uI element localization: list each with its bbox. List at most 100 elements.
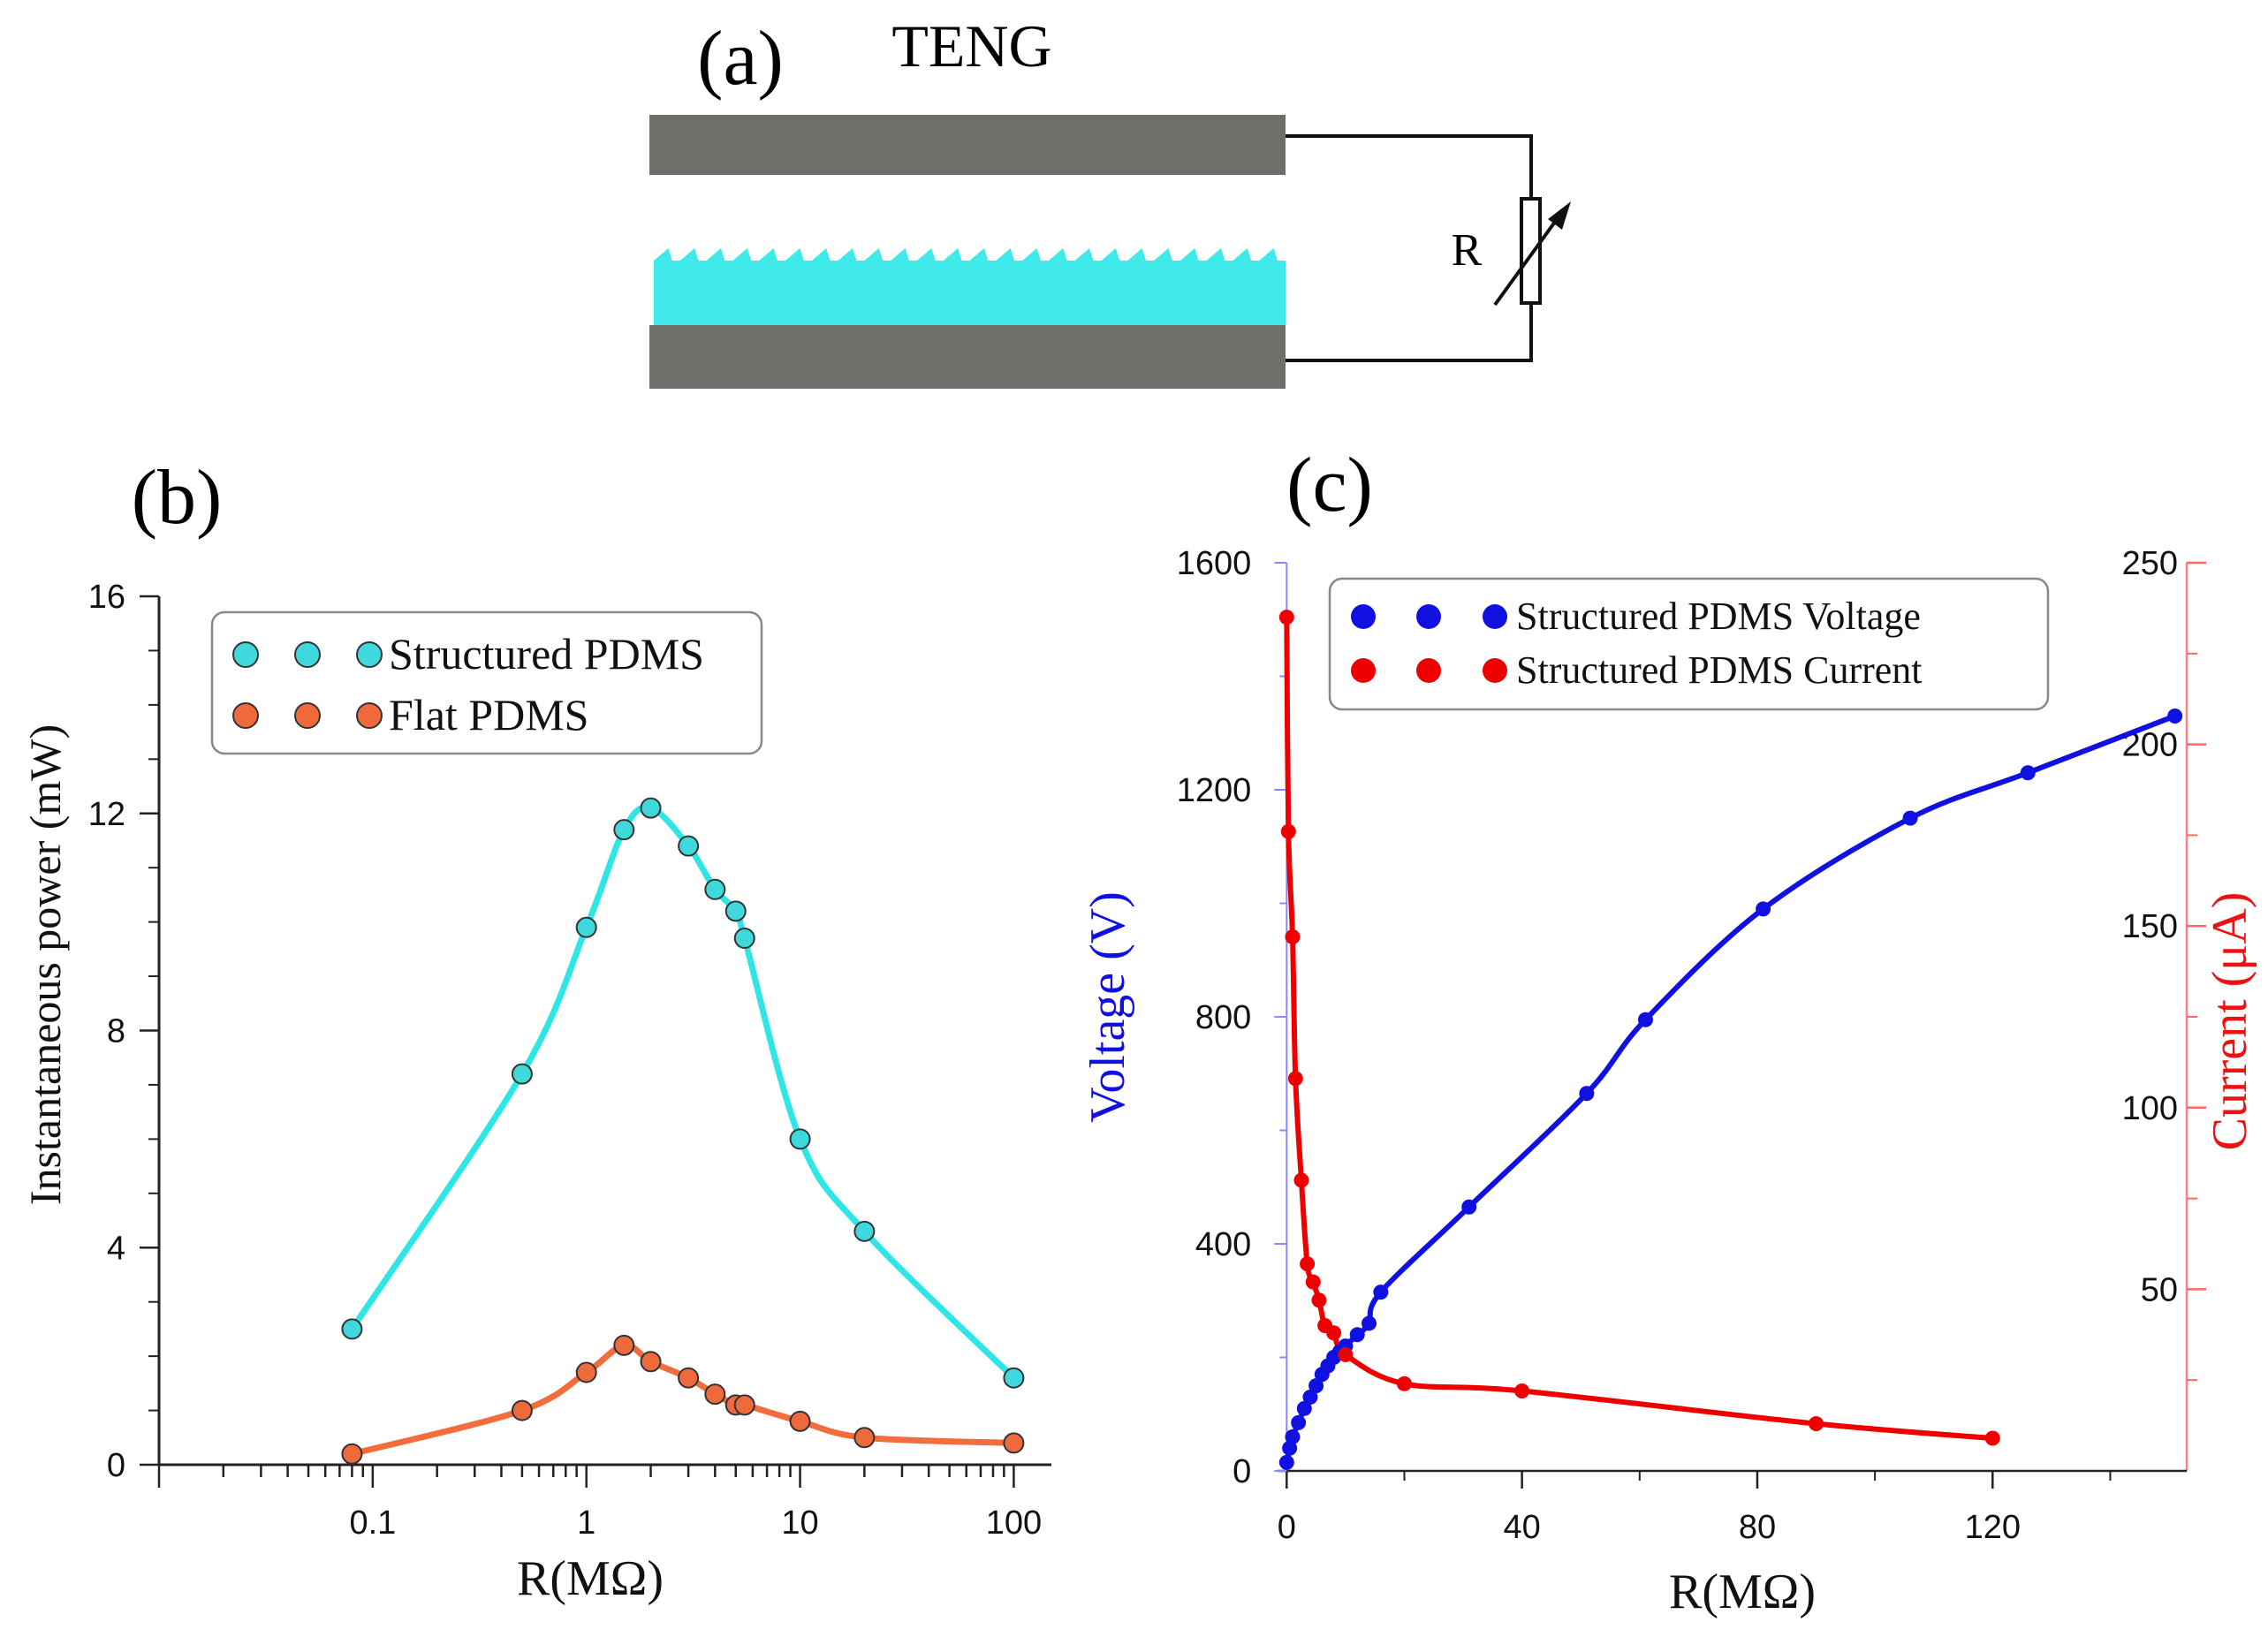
b-x-axis-label: R(MΩ) (517, 1551, 664, 1606)
c-x-tick-label: 0 (1278, 1509, 1296, 1546)
c-legend-current: Structured PDMS Current (1516, 648, 1923, 692)
c-legend-voltage: Structured PDMS Voltage (1516, 595, 1921, 638)
b-data-point (733, 928, 755, 950)
c-series-points (1278, 610, 2183, 1470)
panel-c-label: (c) (1286, 443, 1373, 528)
c-legend: Structured PDMS Voltage Structured PDMS … (1328, 577, 2050, 711)
bottom-wire (1286, 303, 1533, 362)
b-data-point (853, 1427, 876, 1449)
b-x-tick-label: 10 (781, 1504, 818, 1542)
c-right-tick-label: 100 (2122, 1090, 2178, 1127)
top-electrode (649, 115, 1286, 175)
b-data-point (511, 1399, 533, 1421)
c-data-point (1300, 1256, 1316, 1272)
c-data-point (1302, 1389, 1318, 1405)
b-data-point (1003, 1367, 1025, 1389)
b-data-point (575, 1361, 597, 1383)
c-data-point (1280, 823, 1296, 839)
panel-a-label: (a) (697, 16, 784, 102)
b-data-point (1003, 1432, 1025, 1454)
c-data-point (1326, 1325, 1342, 1341)
b-data-point (511, 1063, 533, 1085)
b-data-point (640, 797, 662, 819)
panel-c: (c) 0 40 80 1200400800120016005010015020025… (1081, 443, 2257, 1619)
c-series-line-0 (1284, 713, 2176, 1463)
c-left-tick-label: 800 (1195, 999, 1251, 1036)
c-right-tick-label: 50 (2141, 1271, 2178, 1308)
b-y-tick-label: 4 (107, 1230, 125, 1267)
panel-b: (b) 0.1 1 10 100 0 4 8 12 16 R(MΩ) Instantaneous… (20, 455, 1051, 1606)
b-ticks: 0.1 1 10 100 0 4 8 12 16 (88, 579, 1042, 1542)
c-data-point (1293, 1172, 1309, 1188)
c-legend-marker (1416, 658, 1441, 683)
c-data-point (1338, 1346, 1354, 1362)
b-series-line-1 (351, 1342, 1014, 1458)
c-legend-marker (1416, 604, 1441, 629)
b-data-point (640, 1351, 662, 1373)
c-x-axis-label: R(MΩ) (1669, 1565, 1816, 1619)
b-data-point (613, 819, 635, 841)
c-data-point (1396, 1376, 1412, 1391)
panel-b-label: (b) (132, 455, 223, 541)
c-data-point (1349, 1327, 1365, 1343)
c-data-point (1282, 1440, 1298, 1456)
b-legend-marker (294, 641, 321, 668)
panel-a: (a) TENG R (649, 12, 1571, 389)
b-legend-marker (294, 702, 321, 729)
c-data-point (1362, 1315, 1377, 1331)
c-data-point (1461, 1199, 1477, 1215)
c-data-point (1291, 1414, 1307, 1430)
b-data-point (789, 1410, 811, 1432)
resistor-body (1520, 197, 1542, 305)
b-x-tick-label: 100 (986, 1504, 1042, 1542)
b-data-point (341, 1443, 363, 1465)
c-x-tick-label: 120 (1965, 1509, 2021, 1546)
b-legend-marker (232, 641, 259, 668)
c-data-point (1514, 1383, 1530, 1399)
b-data-point (613, 1334, 635, 1356)
b-data-point (704, 1383, 726, 1406)
c-legend-marker (1483, 604, 1507, 629)
b-data-point (341, 1318, 363, 1340)
arrow-head-icon (1548, 201, 1571, 230)
c-legend-marker (1351, 604, 1376, 629)
panel-a-title: TENG (891, 12, 1051, 80)
b-y-tick-label: 16 (88, 579, 125, 616)
c-data-point (1756, 901, 1771, 917)
c-right-tick-label: 150 (2122, 908, 2178, 945)
b-series-points (341, 797, 1025, 1465)
c-right-axis-label: Current (μA) (2203, 892, 2257, 1151)
b-y-tick-label: 12 (88, 796, 125, 833)
c-left-tick-label: 1600 (1177, 545, 1252, 582)
c-data-point (1296, 1400, 1312, 1416)
structured-pdms-layer (654, 248, 1286, 325)
c-data-point (2020, 765, 2036, 781)
c-left-tick-label: 400 (1195, 1226, 1251, 1263)
b-data-point (853, 1220, 876, 1242)
b-legend: Structured PDMS Flat PDMS (210, 610, 763, 755)
b-y-tick-label: 0 (107, 1447, 125, 1484)
b-data-point (678, 1367, 700, 1389)
c-series-lines (1284, 617, 2176, 1463)
b-y-axis-label: Instantaneous power (mW) (20, 724, 70, 1205)
b-legend-marker (356, 641, 383, 668)
c-data-point (1902, 810, 1918, 826)
c-x-tick-label: 40 (1503, 1509, 1540, 1546)
b-y-tick-label: 8 (107, 1013, 125, 1050)
b-legend-marker (356, 702, 383, 729)
b-data-point (733, 1394, 755, 1416)
b-legend-flat: Flat PDMS (389, 690, 588, 739)
b-data-point (575, 916, 597, 938)
c-data-point (1311, 1292, 1327, 1308)
c-data-point (1287, 1071, 1303, 1087)
b-legend-marker (232, 702, 259, 729)
c-data-point (1278, 610, 1294, 625)
c-data-point (1373, 1285, 1389, 1300)
b-data-point (724, 900, 747, 922)
c-right-tick-label: 250 (2122, 545, 2178, 582)
b-x-tick-label: 1 (577, 1504, 595, 1542)
b-x-tick-label: 0.1 (349, 1504, 396, 1542)
c-data-point (1285, 929, 1301, 945)
